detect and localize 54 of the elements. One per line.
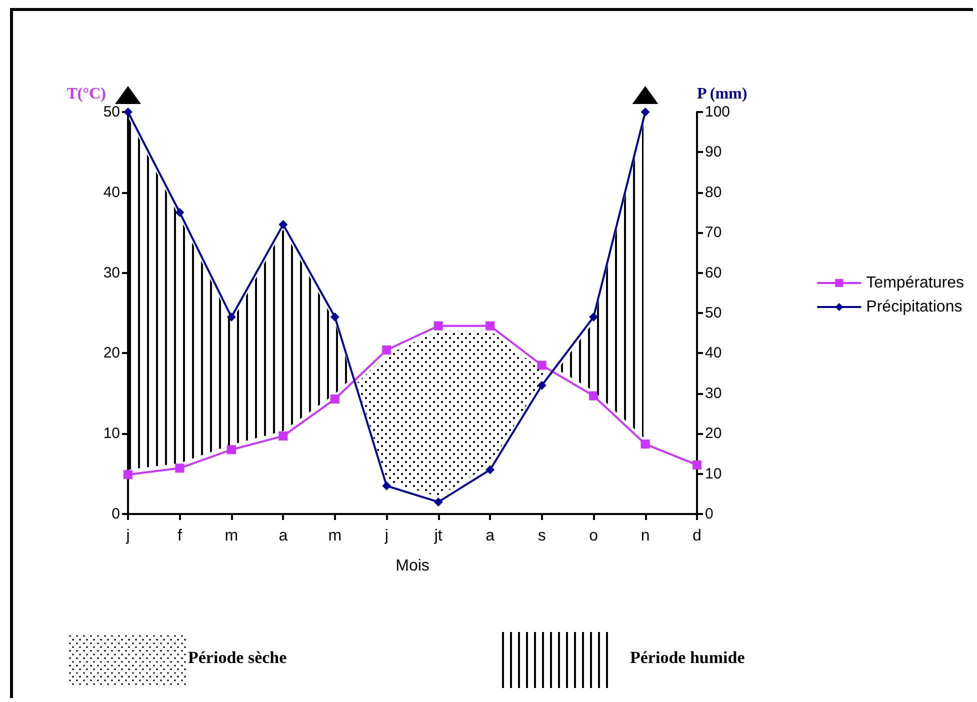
y2-axis-title: P (mm) — [697, 86, 748, 102]
text: Période sèche — [188, 648, 288, 667]
y2-tick-label: 0 — [705, 506, 714, 522]
point — [434, 497, 443, 506]
x-tick-label: s — [538, 528, 546, 544]
point — [278, 220, 288, 230]
x-tick-label: jt — [433, 528, 443, 544]
y-tick-label: 50 — [103, 104, 120, 120]
text: Période humide — [630, 648, 746, 667]
legend-label: Températures — [866, 274, 964, 292]
x-tick-label: a — [486, 528, 495, 544]
x-tick-label: j — [384, 528, 388, 544]
point — [124, 470, 132, 480]
y2-tick-label: 30 — [705, 384, 722, 402]
point — [640, 440, 650, 449]
point — [278, 432, 288, 441]
y2-tick-label: 70 — [705, 224, 722, 242]
x-tick-label: n — [640, 528, 650, 544]
y2-tick-label: 100 — [705, 104, 730, 120]
y2-tick-label: 60 — [705, 264, 722, 282]
x-tick-label: f — [178, 528, 182, 544]
y-tick-label: 20 — [103, 344, 120, 362]
y-tick-label: 0 — [112, 506, 120, 522]
point — [330, 394, 340, 404]
point — [692, 460, 702, 470]
y2-tick-label: 40 — [705, 344, 722, 362]
y2-tick-label: 50 — [705, 304, 722, 322]
point — [486, 321, 495, 330]
y2-tick-label: 90 — [705, 144, 722, 161]
x-tick-label: a — [278, 528, 288, 544]
x-tick-label: d — [692, 528, 702, 544]
point — [640, 108, 650, 116]
y2-tick-label: 10 — [705, 465, 722, 482]
point — [589, 391, 598, 400]
legend-label: Précipitations — [866, 298, 962, 316]
point — [537, 360, 546, 370]
x-tick-label: m — [224, 528, 238, 544]
x-tick-label: j — [125, 528, 130, 544]
point — [175, 464, 184, 473]
point — [486, 465, 495, 474]
point — [382, 345, 392, 354]
y-tick-label: 10 — [103, 425, 120, 442]
y-tick-label: 40 — [103, 184, 120, 201]
x-tick-label: m — [328, 528, 342, 544]
y2-tick-label: 20 — [705, 425, 722, 442]
y-tick-label: 30 — [103, 264, 120, 282]
y2-tick-label: 80 — [705, 184, 722, 201]
point — [226, 445, 236, 454]
point — [382, 481, 392, 490]
point — [434, 321, 443, 330]
point — [537, 380, 546, 390]
x-tick-label: o — [589, 528, 598, 544]
y-axis-title: T(°C) — [66, 86, 106, 102]
x-axis-title: Mois — [396, 558, 430, 574]
